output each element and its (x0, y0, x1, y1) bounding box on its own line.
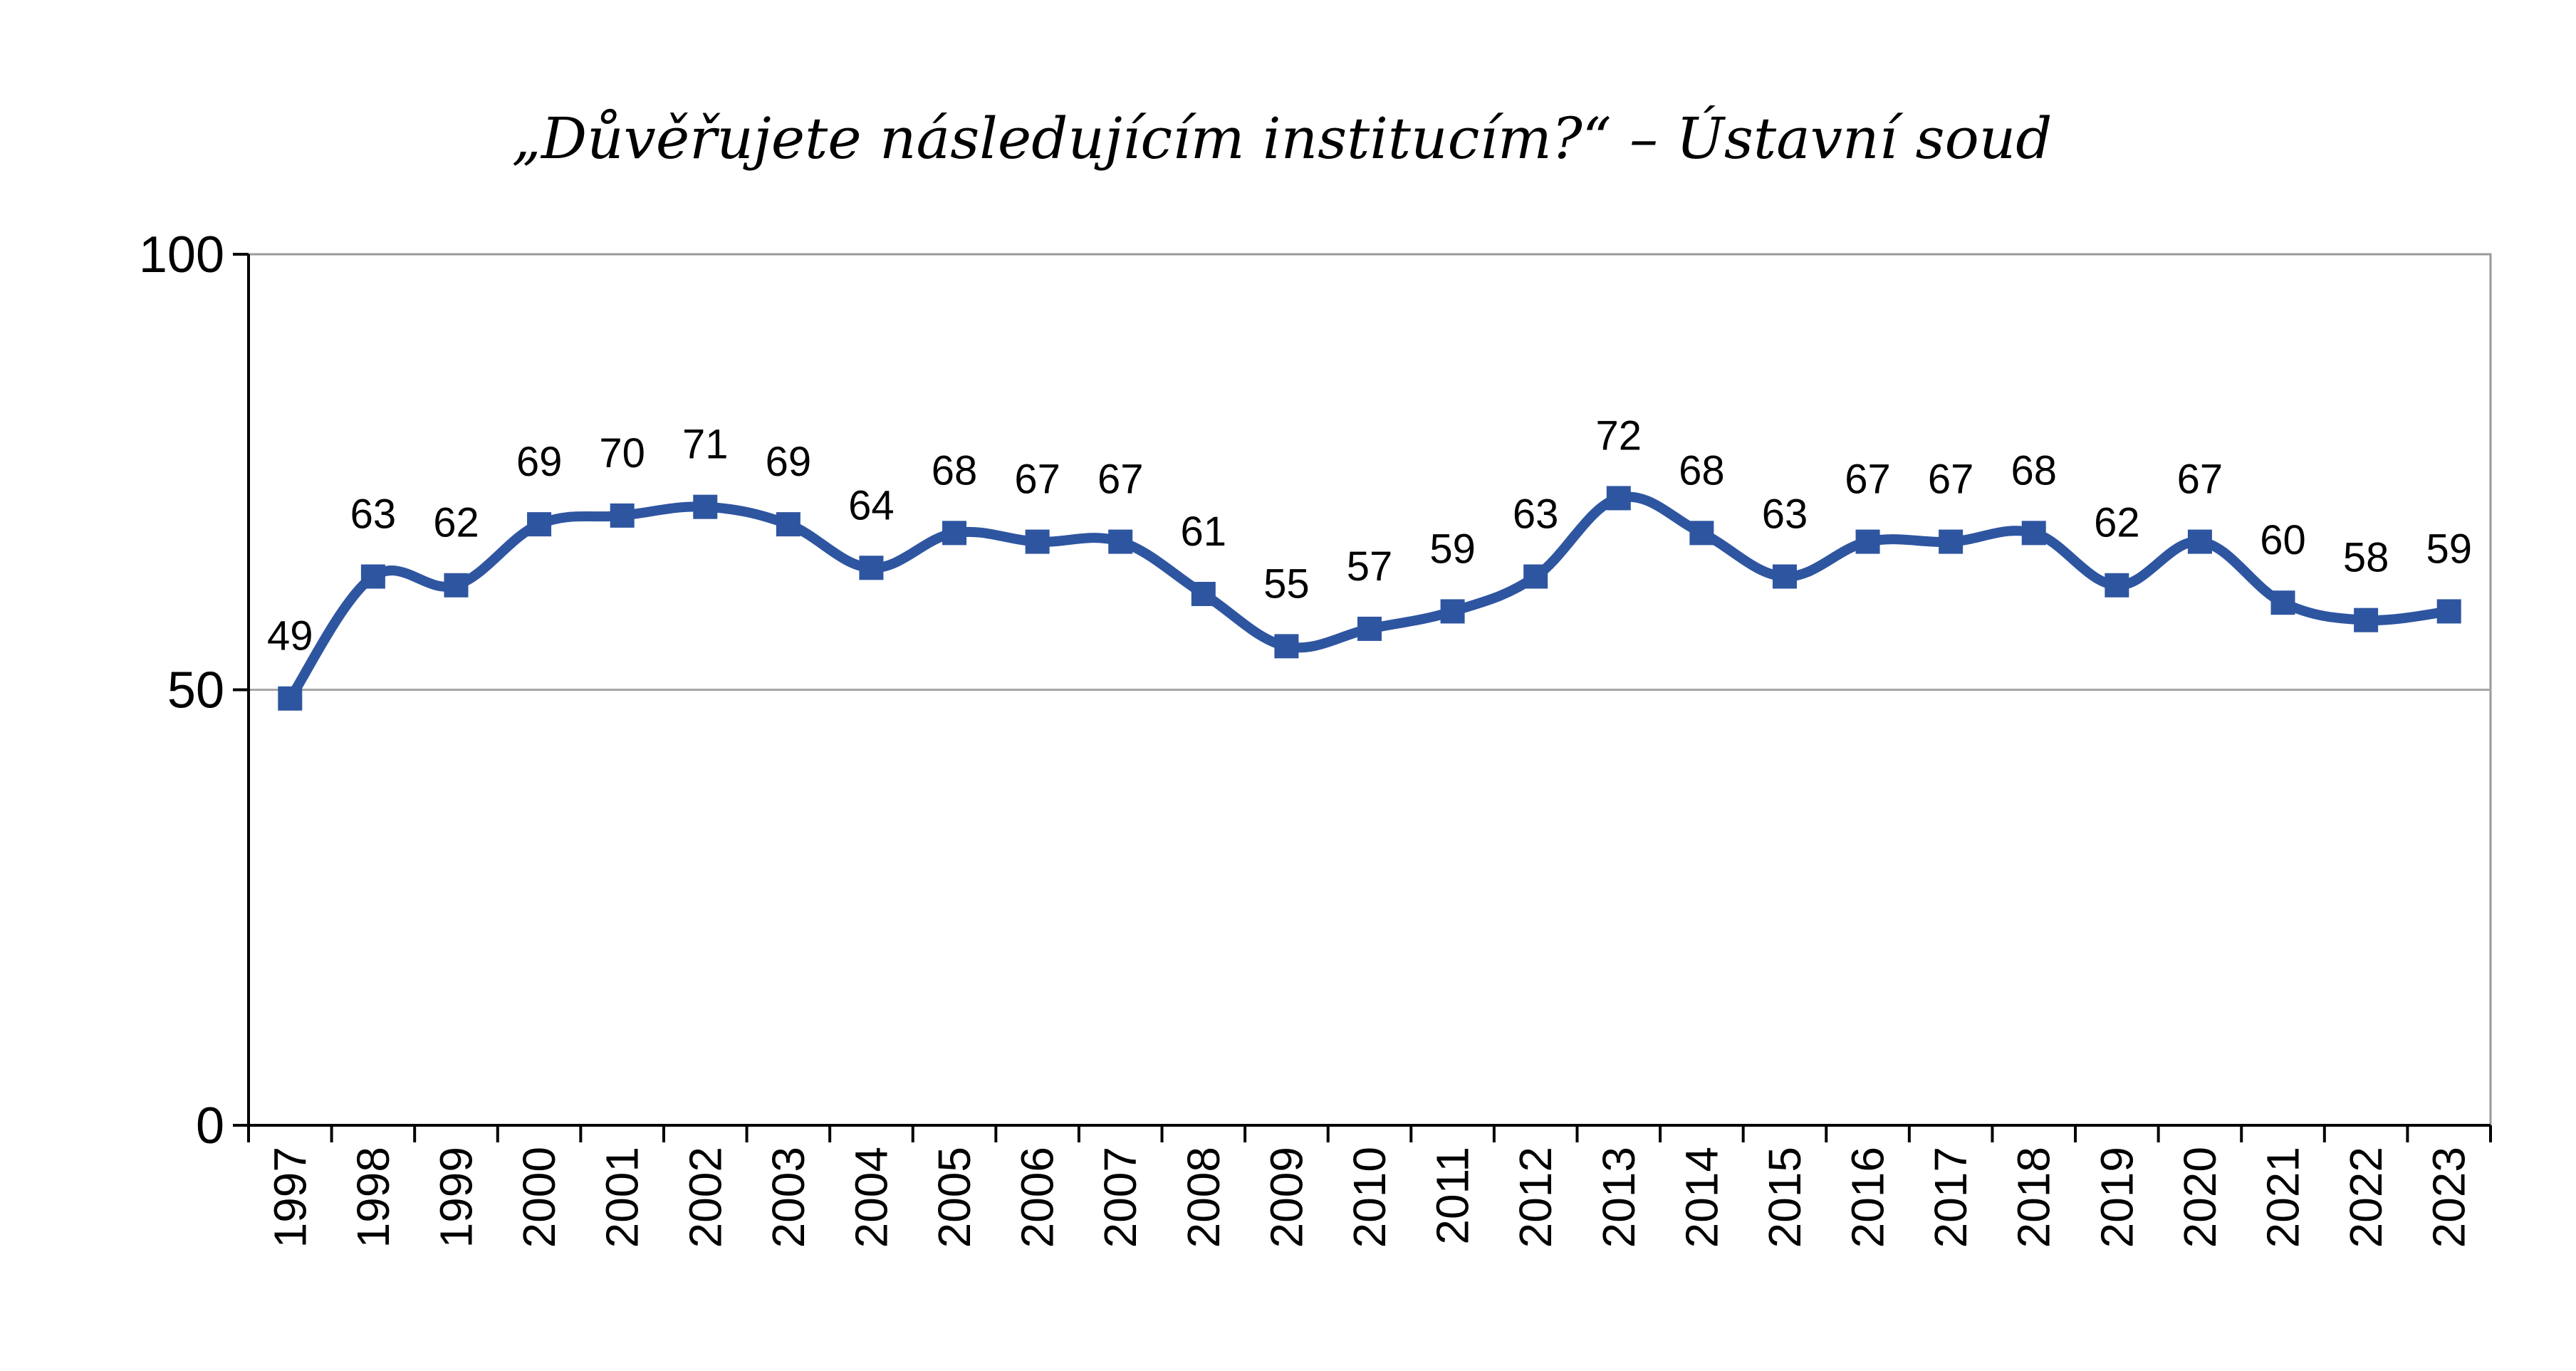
x-tick-label-1998: 1998 (348, 1147, 399, 1248)
data-point-2015 (1772, 564, 1797, 589)
data-point-2007 (1108, 529, 1133, 554)
data-point-1998 (360, 564, 385, 589)
x-tick-label-2020: 2020 (2174, 1147, 2226, 1248)
data-point-2014 (1689, 521, 1714, 546)
data-point-2000 (527, 512, 552, 537)
data-label-2001: 70 (599, 430, 645, 476)
x-tick-label-2023: 2023 (2424, 1147, 2475, 1248)
x-tick-label-2002: 2002 (679, 1147, 731, 1248)
data-label-2012: 63 (1513, 491, 1559, 538)
data-label-2020: 67 (2177, 457, 2223, 503)
x-tick-label-2008: 2008 (1178, 1147, 1229, 1248)
x-tick-label-2004: 2004 (845, 1147, 897, 1248)
data-label-2013: 72 (1596, 412, 1642, 459)
x-tick-label-2003: 2003 (763, 1147, 814, 1248)
chart-title: „Důvěřujete následujícím institucím?“ – … (512, 105, 2053, 172)
grid-layer (247, 253, 2492, 1127)
data-label-2015: 63 (1762, 491, 1808, 538)
data-point-2020 (2187, 529, 2212, 554)
data-point-2008 (1191, 581, 1216, 606)
data-label-2018: 68 (2011, 447, 2057, 494)
data-label-2016: 67 (1845, 457, 1891, 503)
data-label-2017: 67 (1928, 457, 1974, 503)
x-tick-label-2010: 2010 (1344, 1147, 1395, 1248)
x-tick-label-1997: 1997 (264, 1147, 316, 1248)
x-tick-label-2000: 2000 (513, 1147, 565, 1248)
x-tick-label-2016: 2016 (1842, 1147, 1894, 1248)
series-layer (278, 486, 2461, 711)
y-tick-label-100: 100 (139, 226, 224, 283)
data-label-2021: 60 (2260, 517, 2306, 563)
data-point-2023 (2436, 599, 2461, 624)
data-label-2007: 67 (1097, 457, 1144, 503)
data-point-2010 (1357, 616, 1382, 641)
x-tick-label-2011: 2011 (1427, 1147, 1479, 1245)
data-point-2012 (1523, 564, 1548, 589)
data-point-2022 (2354, 608, 2379, 632)
x-tick-label-2012: 2012 (1510, 1147, 1561, 1248)
data-point-2009 (1274, 634, 1299, 659)
x-tick-label-2006: 2006 (1012, 1147, 1063, 1248)
data-point-1997 (278, 686, 303, 711)
x-tick-label-2001: 2001 (597, 1147, 648, 1248)
data-label-2010: 57 (1347, 543, 1393, 590)
data-point-2001 (610, 503, 635, 528)
data-label-2005: 68 (932, 447, 978, 494)
data-label-2003: 69 (766, 439, 812, 485)
data-label-1997: 49 (267, 613, 313, 660)
x-tick-label-2019: 2019 (2091, 1147, 2142, 1248)
data-point-2006 (1025, 529, 1050, 554)
data-point-2013 (1606, 486, 1631, 511)
data-point-2017 (1939, 529, 1964, 554)
data-label-2019: 62 (2094, 500, 2140, 546)
x-tick-label-2014: 2014 (1676, 1147, 1727, 1248)
data-label-2000: 69 (516, 439, 563, 485)
data-point-2004 (859, 556, 884, 580)
data-label-2002: 71 (682, 422, 729, 468)
data-point-2018 (2021, 521, 2046, 546)
x-tick-label-2013: 2013 (1593, 1147, 1644, 1248)
data-point-2005 (942, 521, 967, 546)
data-point-2003 (776, 512, 801, 537)
x-tick-label-2021: 2021 (2258, 1147, 2309, 1248)
data-label-2004: 64 (848, 482, 895, 528)
data-point-2016 (1855, 529, 1880, 554)
data-label-2023: 59 (2426, 526, 2472, 572)
y-tick-label-50: 50 (167, 662, 224, 719)
data-point-1999 (444, 573, 469, 598)
data-label-1999: 62 (433, 500, 479, 546)
x-tick-label-2015: 2015 (1759, 1147, 1810, 1248)
data-label-2006: 67 (1014, 457, 1060, 503)
label-layer: 49 63 62 69 70 71 69 64 68 67 67 61 55 57 59 63 72 68 63 67… (267, 412, 2472, 659)
x-tick-label-2009: 2009 (1261, 1147, 1312, 1248)
data-point-2019 (2105, 573, 2129, 598)
data-label-1998: 63 (350, 491, 397, 538)
data-label-2022: 58 (2343, 535, 2389, 581)
x-tick-label-2018: 2018 (2008, 1147, 2060, 1248)
x-tick-label-2005: 2005 (929, 1147, 980, 1248)
data-point-2002 (693, 494, 718, 519)
data-point-2011 (1440, 599, 1465, 624)
data-label-2008: 61 (1181, 509, 1227, 555)
data-label-2011: 59 (1429, 526, 1476, 572)
x-tick-label-2017: 2017 (1925, 1147, 1976, 1248)
y-tick-label-0: 0 (196, 1098, 224, 1154)
data-label-2014: 68 (1679, 447, 1725, 494)
x-tick-label-2022: 2022 (2340, 1147, 2392, 1248)
data-point-2021 (2270, 590, 2295, 615)
data-label-2009: 55 (1263, 561, 1310, 607)
x-tick-label-1999: 1999 (430, 1147, 481, 1248)
x-tick-label-2007: 2007 (1095, 1147, 1146, 1248)
axis-layer: 0 50 100 1997 1998 1999 2000 2001 2002 2003 2004 20… (139, 226, 2492, 1248)
